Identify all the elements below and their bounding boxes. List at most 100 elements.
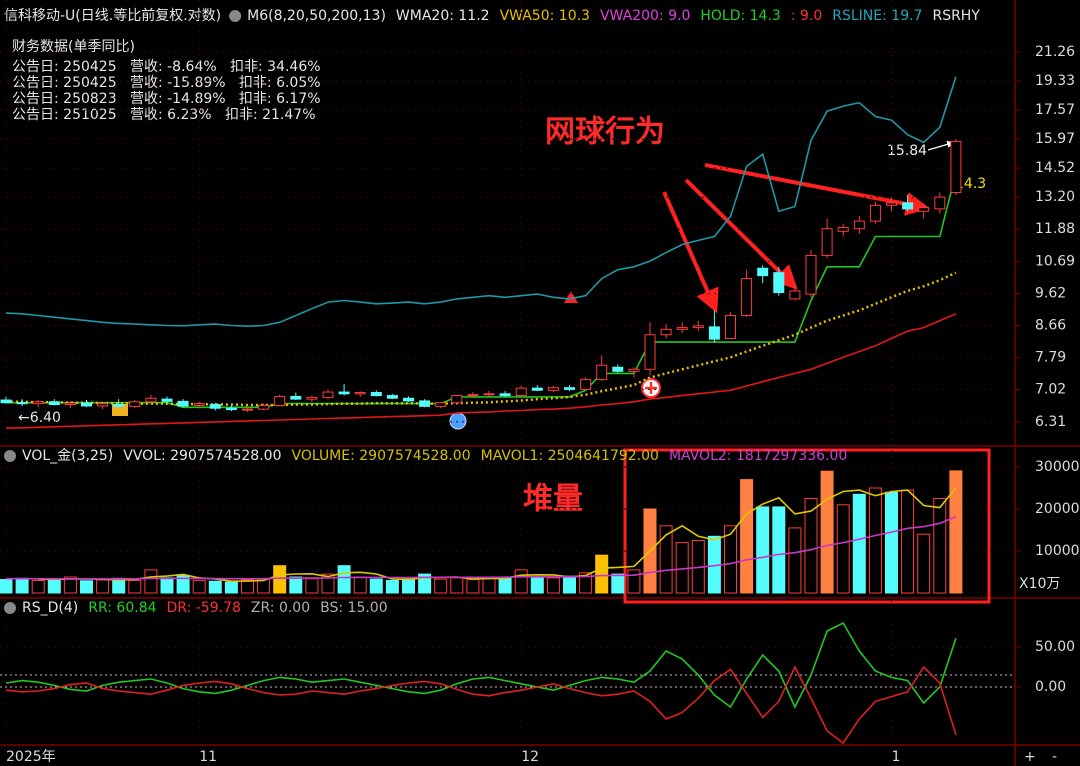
header-item: RS_D(4) [22, 600, 78, 616]
volume-bar [31, 579, 45, 594]
plus-button: + [1024, 749, 1036, 765]
volume-bar [933, 498, 947, 594]
candle-body [773, 272, 785, 294]
candle-body [708, 326, 720, 340]
volume-bar [434, 578, 448, 594]
candle-body [306, 396, 318, 400]
financial-block: 财务数据(单季同比) 公告日: 250425 营收: -8.64% 扣非: 34… [12, 39, 321, 123]
panel-icon [4, 602, 16, 614]
title-icon [229, 10, 242, 22]
volume-bar [224, 581, 238, 594]
volume-bar [321, 573, 335, 594]
volume-bar [917, 533, 931, 594]
volume-bar [337, 565, 351, 594]
candle-body [628, 368, 640, 372]
candle-body [821, 228, 833, 256]
x-tick-label: 12 [521, 749, 539, 765]
y-tick-label: 14.52 [1035, 160, 1075, 176]
candle-body [725, 314, 736, 339]
candle-body [177, 400, 189, 407]
candle-body [644, 334, 656, 370]
volume-bar [885, 491, 898, 594]
volume-bar [80, 580, 93, 594]
candle-body [370, 391, 382, 397]
y-tick-label: 7.79 [1035, 350, 1066, 366]
high-arrow [927, 140, 955, 151]
candle-body [451, 395, 463, 404]
header-item: BS: 15.00 [320, 600, 388, 616]
y-tick-label: 19.33 [1035, 73, 1075, 89]
candle-body [193, 403, 205, 406]
volume-bar [659, 525, 673, 594]
header-item: VWA200: 9.0 [600, 8, 690, 24]
y-tick-label: 6.31 [1035, 414, 1066, 430]
candle-body [741, 278, 753, 316]
low-label: ←6.40 [18, 410, 61, 426]
volume-bar [756, 506, 770, 594]
volume-bar [0, 579, 13, 594]
indicator-line [5, 313, 957, 429]
x-tick-label: 2025年 [6, 749, 56, 765]
candle-body [97, 403, 109, 407]
candle-body [290, 395, 302, 400]
candle-body [676, 327, 688, 330]
y-tick-label: 10000 [1035, 543, 1080, 559]
indicator-line [6, 515, 957, 580]
indicator-line [5, 621, 957, 709]
volume-bar [595, 554, 609, 594]
markers [112, 291, 661, 430]
candle-body [934, 196, 946, 210]
candle-body [564, 387, 575, 390]
volume-bar [482, 577, 496, 594]
volume-bar [563, 575, 576, 594]
candle-body [789, 290, 801, 300]
volume-bar [788, 527, 802, 594]
last-label: 14.3 [955, 176, 986, 192]
volume-bar [740, 479, 754, 594]
header-item: RSRHY [932, 8, 980, 24]
candle-body [354, 391, 366, 395]
header-item: HOLD: 14.3 [700, 8, 780, 24]
volume-bar [530, 576, 544, 594]
volume-bar [273, 565, 287, 594]
candle-body [32, 401, 44, 405]
y-tick-label: 20000 [1035, 501, 1080, 517]
volume-bar [289, 576, 303, 594]
callouts [623, 163, 991, 604]
header-item: VVOL: 2907574528.00 [123, 448, 281, 464]
indicator-line [38, 487, 957, 583]
candle-body [435, 402, 447, 407]
y-tick-label: 8.66 [1035, 317, 1066, 333]
candle-body [64, 402, 76, 406]
header-item: DR: -59.78 [167, 600, 241, 616]
candle-body [322, 391, 334, 398]
pattern-label: 网球行为 [545, 115, 665, 150]
candle-body [225, 407, 237, 411]
volume-bar [176, 574, 190, 594]
y-tick-label: 7.02 [1035, 381, 1066, 397]
volume-bar [47, 578, 61, 594]
candle-body [918, 207, 930, 212]
header-item: RSLINE: 19.7 [832, 8, 922, 24]
candle-body [515, 387, 527, 397]
volume-bar [353, 576, 367, 594]
volume-bar [466, 579, 480, 594]
y-tick-label: 50.00 [1035, 639, 1075, 655]
candle-body [757, 267, 769, 277]
volume-bar [241, 579, 254, 594]
y-tick-label: 11.88 [1035, 221, 1075, 237]
panel-icon [4, 450, 16, 462]
candle-body [0, 399, 12, 404]
candle-body [161, 398, 173, 402]
volume-bar [15, 577, 29, 594]
y-tick-label: 17.57 [1035, 102, 1075, 118]
candle-body [129, 401, 141, 407]
candle-body [386, 395, 398, 399]
candle-body [660, 328, 672, 336]
candle-body [145, 397, 157, 403]
x-tick-label: 11 [199, 749, 217, 765]
header-item: MAVOL2: 1817297336.00 [669, 448, 847, 464]
volume-bar [611, 573, 625, 594]
volume-bar [385, 579, 399, 594]
header-item: WMA20: 11.2 [396, 8, 490, 24]
